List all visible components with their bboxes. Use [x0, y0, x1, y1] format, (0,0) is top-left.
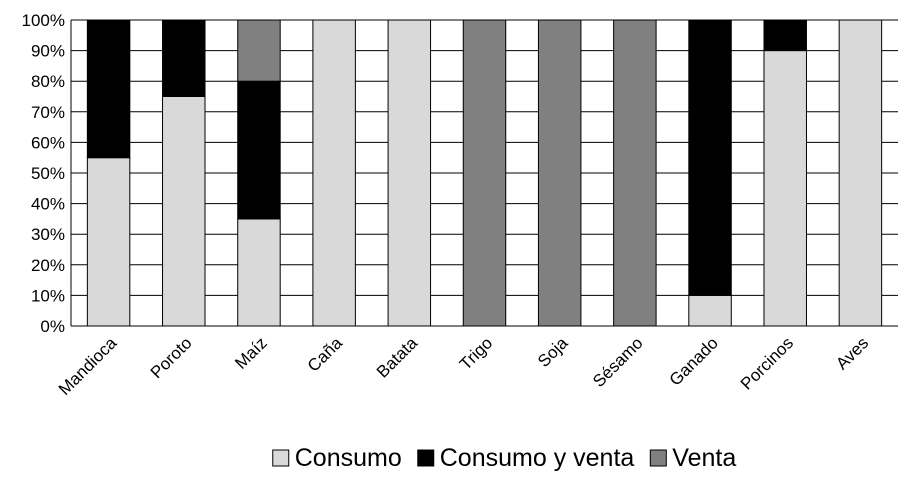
bar-segment: [763, 19, 807, 52]
y-tick-label: 90%: [31, 42, 65, 61]
x-tick-label: Sésamo: [589, 333, 647, 391]
legend-swatch: [417, 449, 435, 467]
y-tick-label: 100%: [22, 11, 65, 30]
x-tick-label: Batata: [373, 333, 422, 382]
bar-segment: [688, 294, 732, 327]
bar-segment: [838, 19, 883, 327]
bar-segment: [613, 19, 657, 327]
x-tick-label: Caña: [304, 333, 347, 376]
y-tick-label: 20%: [31, 256, 65, 275]
bar-segment: [537, 19, 582, 327]
axes: [70, 20, 898, 327]
y-tick-label: 30%: [31, 225, 65, 244]
x-tick-label: Porcinos: [737, 333, 797, 393]
bar-segment: [237, 80, 281, 220]
y-tick-label: 10%: [31, 286, 65, 305]
x-tick-label: Maíz: [231, 333, 270, 372]
bar-segment: [312, 19, 356, 327]
y-tick-label: 50%: [31, 164, 65, 183]
bar-segment: [86, 157, 131, 327]
legend: Consumo Consumo y venta Venta: [272, 444, 736, 472]
legend-item: Venta: [649, 444, 736, 472]
legend-swatch: [272, 449, 290, 467]
y-tick-label: 60%: [31, 133, 65, 152]
bar-segment: [162, 96, 206, 327]
bar-segment: [763, 50, 807, 327]
y-tick-label: 0%: [40, 317, 65, 336]
bar-segment: [162, 19, 206, 97]
bar-segment: [237, 19, 281, 82]
y-tick-label: 40%: [31, 195, 65, 214]
legend-swatch: [649, 449, 667, 467]
x-tick-label: Aves: [832, 333, 872, 373]
legend-label: Venta: [672, 444, 736, 472]
x-tick-label: Soja: [534, 333, 572, 371]
x-tick-label: Ganado: [666, 333, 722, 389]
bar-segment: [688, 19, 732, 296]
bar-segment: [86, 19, 131, 159]
bar-segment: [462, 19, 507, 327]
legend-label: Consumo: [295, 444, 402, 472]
bar-segment: [237, 218, 281, 327]
y-tick-label: 80%: [31, 72, 65, 91]
y-tick-labels: 0% 10% 20% 30% 40% 50% 60% 70% 80% 90% 100%: [22, 11, 65, 336]
x-tick-label: Trigo: [456, 333, 496, 373]
bar-segment: [387, 19, 432, 327]
y-tick-label: 70%: [31, 103, 65, 122]
legend-label: Consumo y venta: [440, 444, 635, 472]
x-tick-label: Mandioca: [55, 333, 121, 399]
x-tick-labels: Mandioca Poroto Maíz Caña Batata Trigo Soja Sés…: [55, 333, 872, 399]
legend-item: Consumo: [272, 444, 402, 472]
legend-item: Consumo y venta: [417, 444, 635, 472]
x-tick-label: Poroto: [147, 333, 196, 382]
bars: [86, 19, 883, 327]
